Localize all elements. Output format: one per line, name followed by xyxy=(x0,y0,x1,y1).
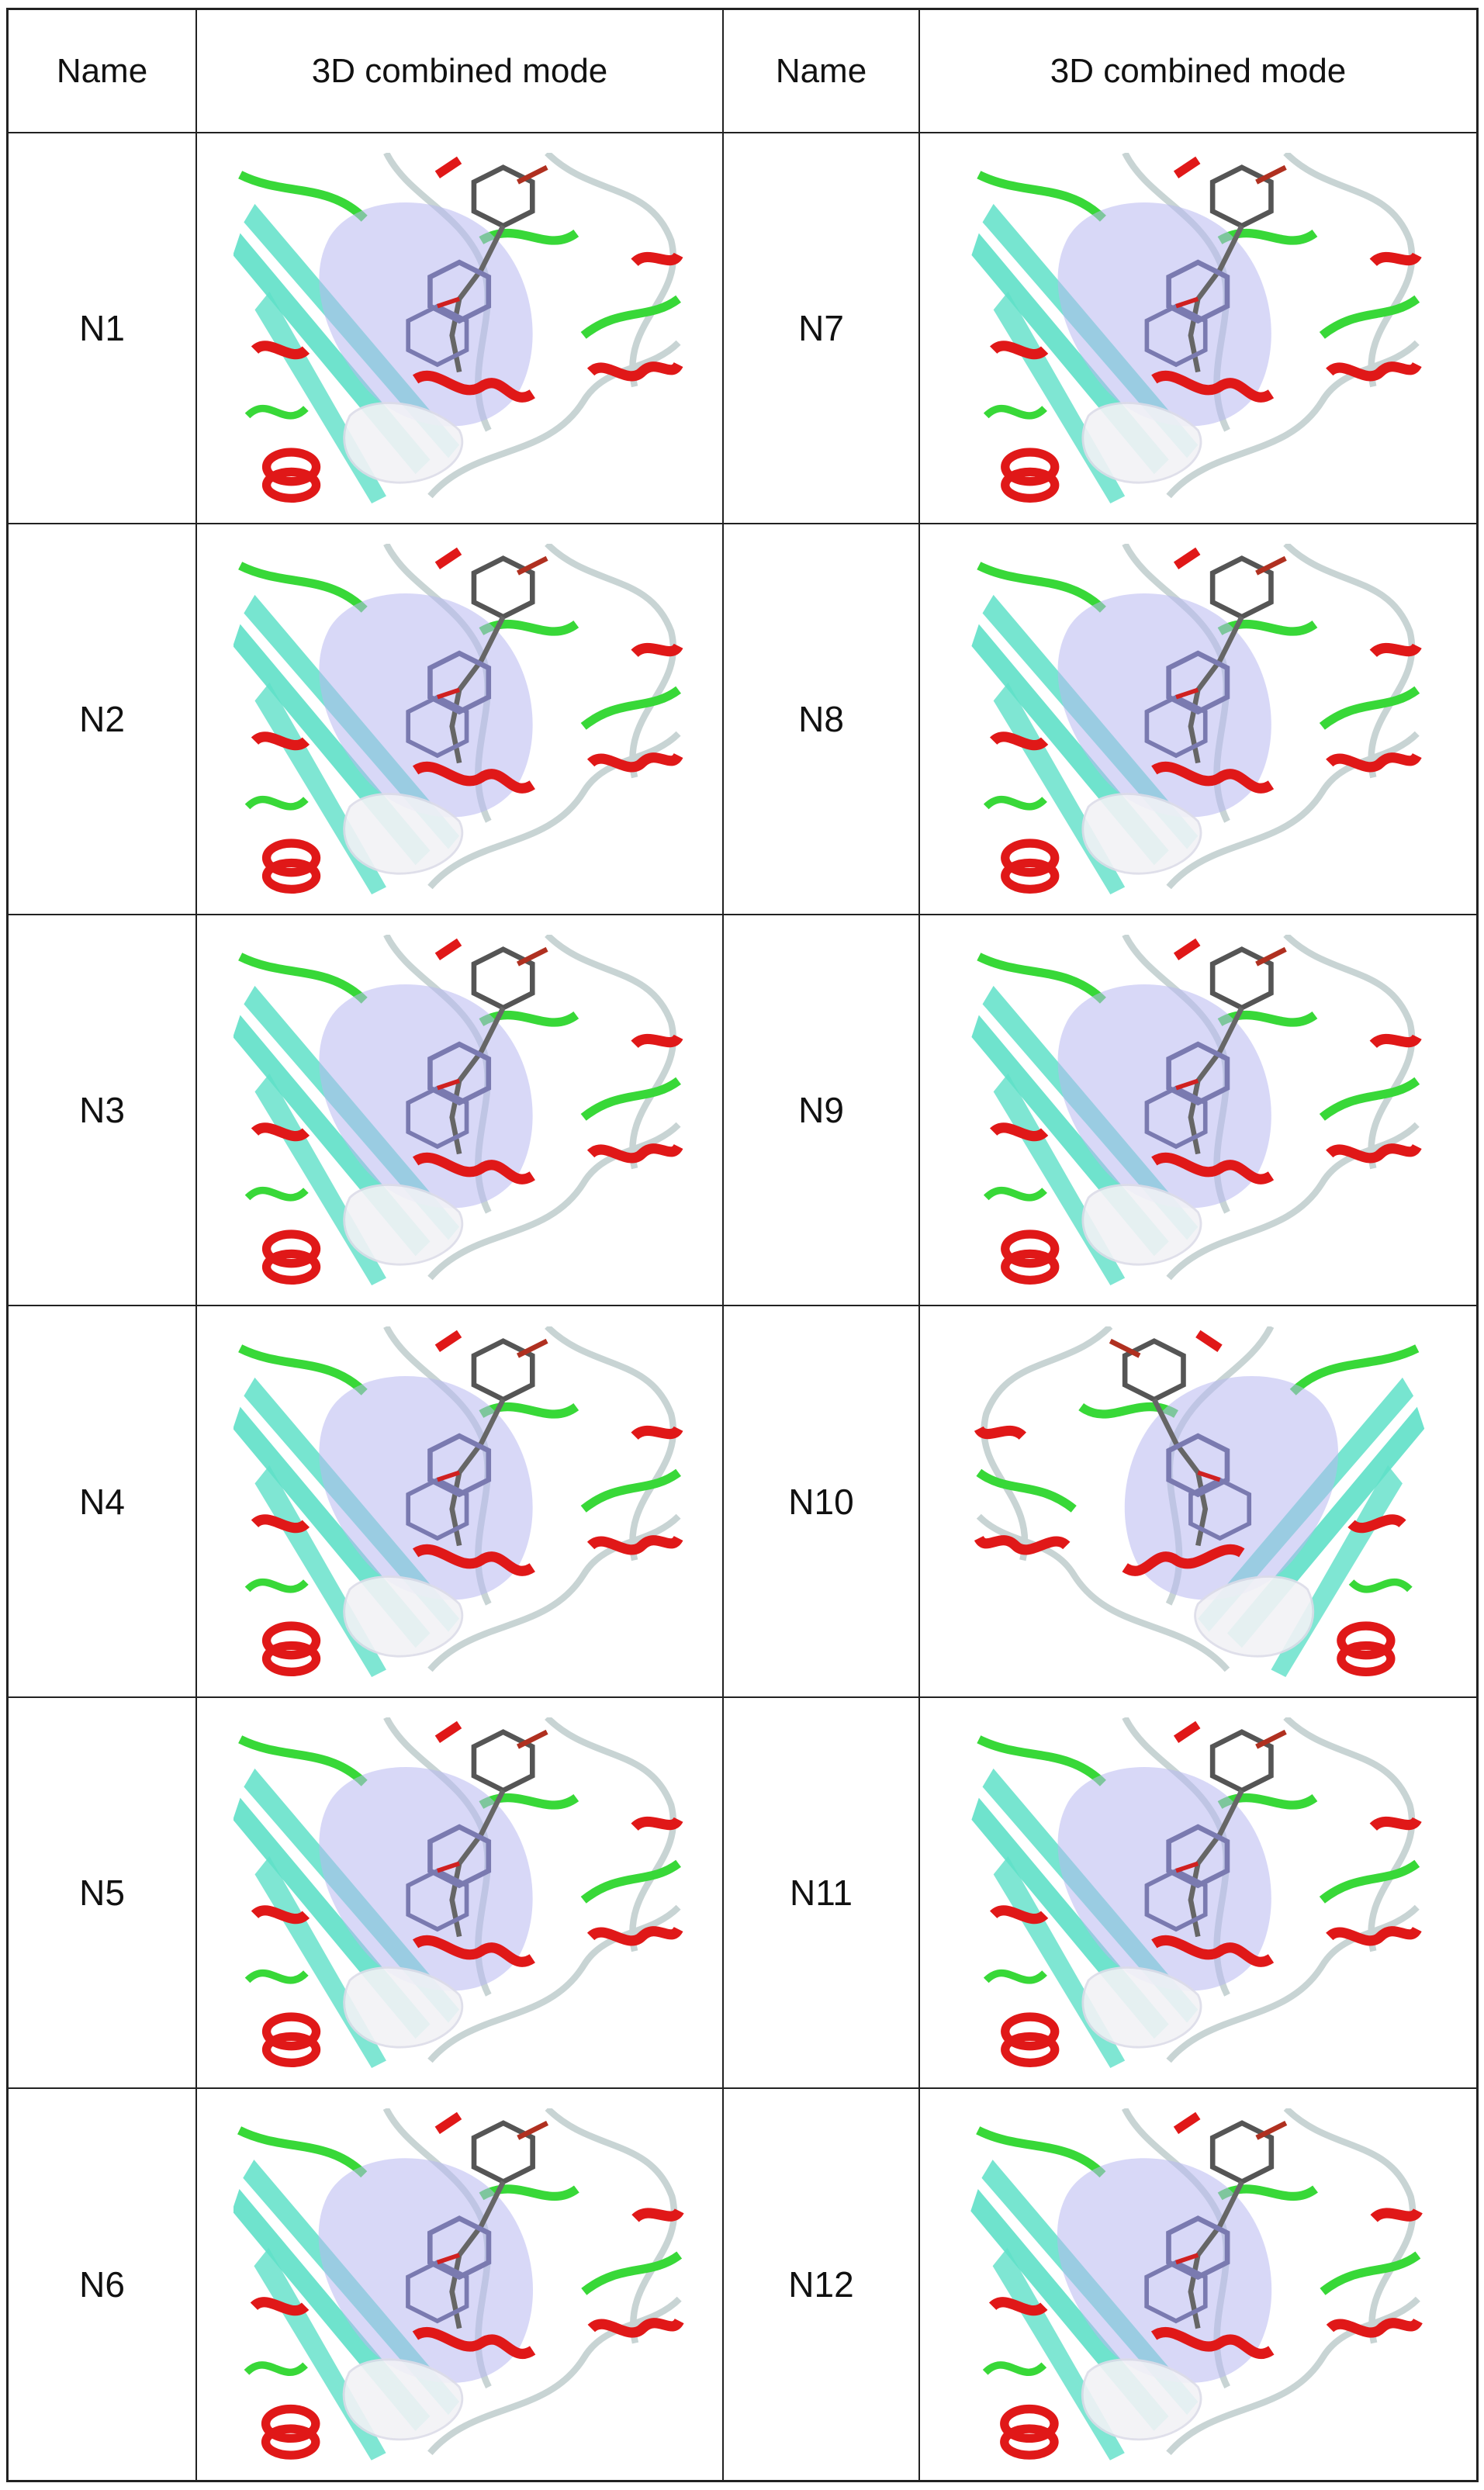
binding-mode-image-cell xyxy=(197,524,724,916)
compound-name-cell: N2 xyxy=(9,524,197,916)
binding-mode-image-cell xyxy=(197,1697,724,2089)
binding-mode-image xyxy=(233,1326,685,1677)
binding-mode-image-cell xyxy=(920,915,1476,1307)
binding-mode-image xyxy=(233,544,685,894)
compound-name-cell: N6 xyxy=(9,2088,197,2480)
header-mode-right: 3D combined mode xyxy=(920,10,1476,133)
binding-mode-image xyxy=(233,935,685,1285)
binding-mode-image xyxy=(959,1326,1437,1677)
header-mode-left: 3D combined mode xyxy=(197,10,724,133)
binding-mode-image xyxy=(959,153,1437,503)
compound-name: N1 xyxy=(79,308,125,349)
compound-name: N12 xyxy=(788,2263,854,2305)
header-label: Name xyxy=(56,51,148,90)
compound-name: N9 xyxy=(798,1090,844,1131)
compound-name-cell: N1 xyxy=(9,133,197,525)
header-name-right: Name xyxy=(724,10,920,133)
compound-name: N11 xyxy=(790,1872,853,1913)
compound-name-cell: N12 xyxy=(724,2088,920,2480)
compound-name: N6 xyxy=(79,2263,125,2305)
compound-name: N7 xyxy=(798,308,844,349)
compound-name: N5 xyxy=(79,1872,125,1913)
binding-mode-image xyxy=(959,2108,1437,2461)
binding-mode-image-cell xyxy=(920,2089,1476,2480)
binding-mode-image xyxy=(959,1717,1437,2068)
compound-name-cell: N9 xyxy=(724,915,920,1307)
binding-mode-image-cell xyxy=(920,1698,1476,2089)
compound-name-cell: N4 xyxy=(9,1306,197,1698)
compound-name: N3 xyxy=(79,1090,125,1131)
binding-mode-image xyxy=(233,2108,685,2461)
compound-name: N2 xyxy=(79,699,125,740)
header-label: 3D combined mode xyxy=(1050,51,1347,90)
binding-mode-image xyxy=(233,153,685,503)
compound-name: N4 xyxy=(79,1481,125,1522)
binding-mode-image xyxy=(959,935,1437,1285)
compound-name-cell: N3 xyxy=(9,915,197,1307)
binding-mode-image-cell xyxy=(197,1306,724,1698)
compound-name-cell: N7 xyxy=(724,133,920,525)
binding-mode-image-cell xyxy=(197,133,724,525)
compound-name-cell: N10 xyxy=(724,1306,920,1698)
compound-name-cell: N11 xyxy=(724,1697,920,2089)
binding-mode-image-cell xyxy=(920,133,1476,525)
binding-mode-image-cell xyxy=(197,2088,724,2480)
binding-mode-image-cell xyxy=(920,1306,1476,1698)
binding-mode-image xyxy=(233,1717,685,2068)
compound-name-cell: N5 xyxy=(9,1697,197,2089)
header-label: Name xyxy=(775,51,867,90)
binding-mode-image xyxy=(959,544,1437,894)
results-table: Name 3D combined mode Name 3D combined m… xyxy=(6,8,1479,2482)
compound-name: N10 xyxy=(788,1481,854,1522)
header-name-left: Name xyxy=(9,10,197,133)
header-label: 3D combined mode xyxy=(311,51,608,90)
compound-name: N8 xyxy=(798,699,844,740)
binding-mode-image-cell xyxy=(197,915,724,1307)
binding-mode-image-cell xyxy=(920,524,1476,916)
compound-name-cell: N8 xyxy=(724,524,920,916)
